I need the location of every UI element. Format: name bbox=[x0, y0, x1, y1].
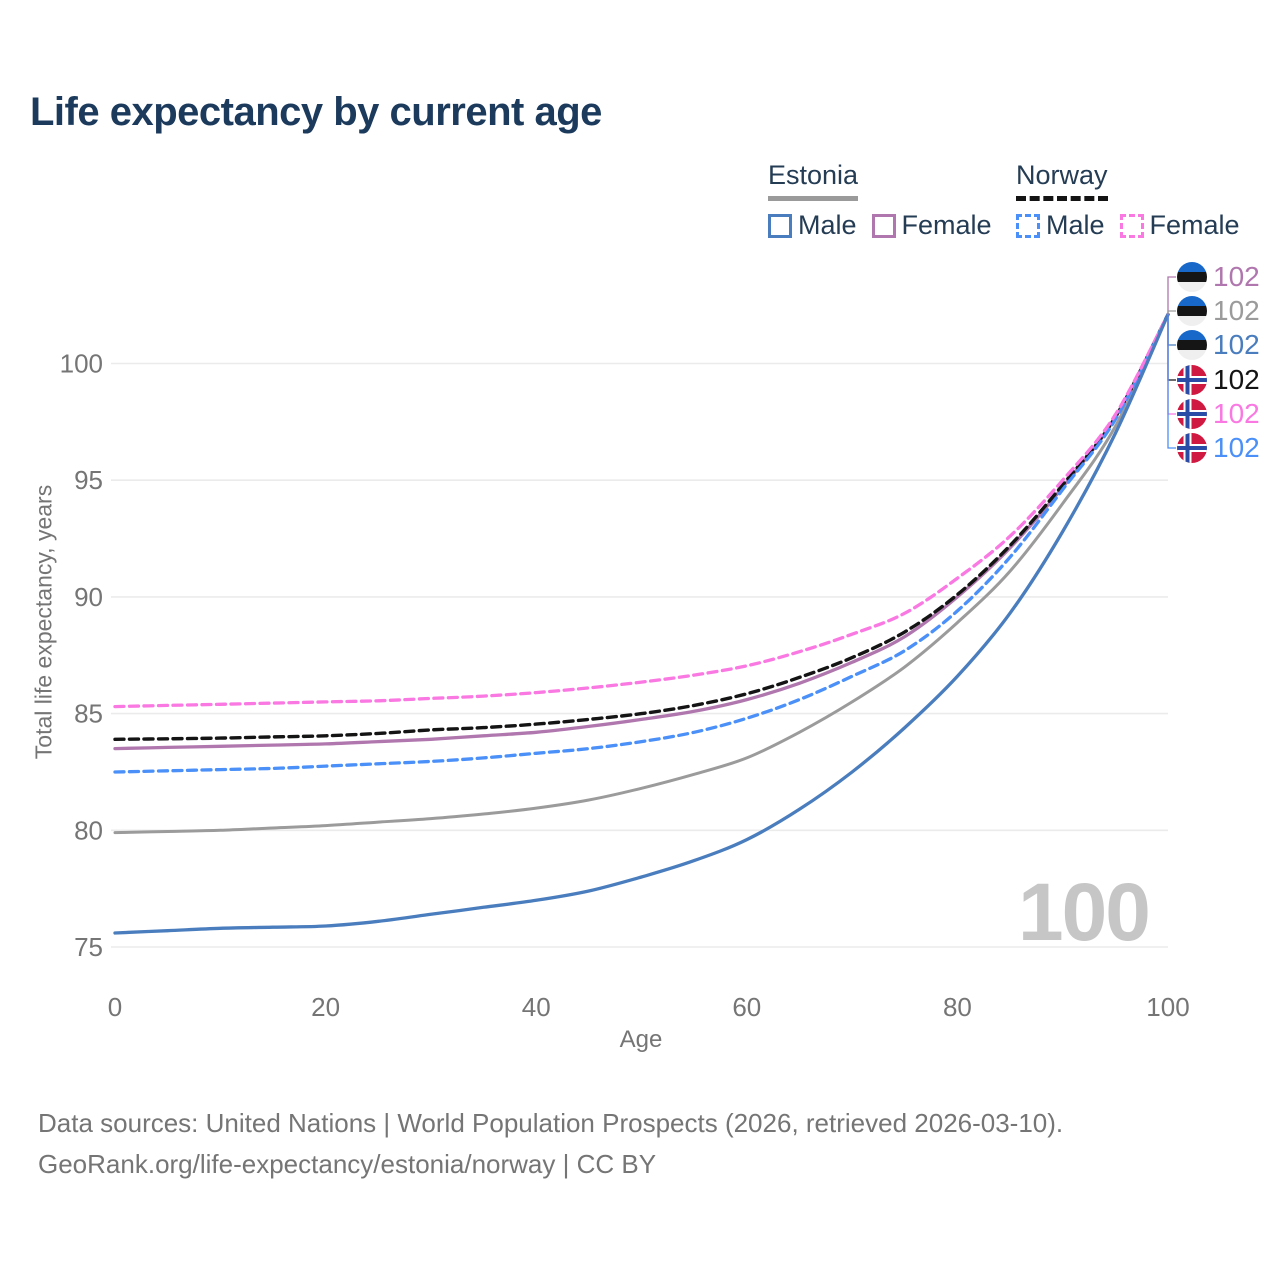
legend-group-estonia: Estonia Male Female bbox=[768, 160, 992, 241]
y-tick-label: 75 bbox=[74, 932, 103, 962]
x-tick-label: 60 bbox=[732, 992, 761, 1022]
legend-item-estonia-male[interactable]: Male bbox=[768, 210, 857, 241]
estonia-flag-icon bbox=[1177, 296, 1207, 326]
end-label-connector bbox=[1167, 314, 1176, 346]
y-tick-label: 80 bbox=[74, 815, 103, 845]
legend-item-label: Female bbox=[901, 210, 992, 240]
end-label-connector bbox=[1167, 314, 1176, 381]
series-norway-female[interactable] bbox=[113, 312, 1170, 709]
attribution-line: GeoRank.org/life-expectancy/estonia/norw… bbox=[38, 1149, 657, 1179]
y-tick-label: 95 bbox=[74, 465, 103, 495]
series-norway-male[interactable] bbox=[113, 312, 1170, 774]
end-value-label: 102 bbox=[1213, 329, 1260, 360]
norway-flag-icon bbox=[1177, 433, 1207, 463]
page-title: Life expectancy by current age bbox=[30, 90, 602, 134]
legend-item-label: Male bbox=[1046, 210, 1105, 240]
end-value-label: 102 bbox=[1213, 261, 1260, 292]
end-value-label: 102 bbox=[1213, 295, 1260, 326]
x-tick-label: 80 bbox=[943, 992, 972, 1022]
estonia-female-swatch-icon bbox=[871, 213, 896, 238]
end-label-connector bbox=[1167, 276, 1176, 315]
norway-male-swatch-icon bbox=[1016, 213, 1040, 238]
footer: Data sources: United Nations | World Pop… bbox=[38, 1103, 1063, 1185]
estonia-flag-icon bbox=[1177, 330, 1207, 360]
x-tick-label: 20 bbox=[311, 992, 340, 1022]
legend-item-label: Male bbox=[798, 210, 857, 240]
x-axis-title: Age bbox=[619, 1026, 663, 1053]
series-norway-total[interactable] bbox=[113, 312, 1170, 741]
x-tick-label: 40 bbox=[522, 992, 551, 1022]
legend-items-norway: Male Female bbox=[1016, 210, 1240, 241]
x-tick-label: 100 bbox=[1146, 992, 1189, 1022]
end-value-label: 102 bbox=[1213, 364, 1260, 395]
legend-items-estonia: Male Female bbox=[768, 210, 992, 241]
legend-country-norway[interactable]: Norway bbox=[1016, 160, 1108, 201]
legend-country-estonia[interactable]: Estonia bbox=[768, 160, 859, 201]
legend-item-norway-female[interactable]: Female bbox=[1119, 210, 1240, 241]
end-value-label: 102 bbox=[1213, 398, 1260, 429]
y-tick-label: 85 bbox=[74, 699, 103, 729]
estonia-flag-icon bbox=[1177, 262, 1207, 292]
series-estonia-total[interactable] bbox=[113, 313, 1170, 835]
legend-group-norway: Norway Male Female bbox=[1016, 160, 1240, 241]
end-label-connector bbox=[1167, 310, 1176, 315]
norway-female-swatch-icon bbox=[1119, 213, 1144, 238]
end-value-label: 102 bbox=[1213, 432, 1260, 463]
x-tick-label: 0 bbox=[108, 992, 122, 1022]
end-label-connector bbox=[1167, 314, 1176, 449]
norway-flag-icon bbox=[1177, 399, 1207, 429]
series-estonia-male[interactable] bbox=[113, 312, 1170, 935]
data-sources-line: Data sources: United Nations | World Pop… bbox=[38, 1108, 1064, 1138]
estonia-male-swatch-icon bbox=[768, 213, 792, 238]
end-label-connector bbox=[1167, 314, 1176, 415]
legend-item-estonia-female[interactable]: Female bbox=[871, 210, 992, 241]
y-tick-label: 100 bbox=[60, 349, 103, 379]
norway-flag-icon bbox=[1177, 365, 1207, 395]
y-tick-label: 90 bbox=[74, 582, 103, 612]
y-axis-title: Total life expectancy, years bbox=[30, 484, 57, 760]
legend-item-norway-male[interactable]: Male bbox=[1016, 210, 1105, 241]
watermark-age-label: 100 bbox=[1018, 867, 1151, 958]
legend-item-label: Female bbox=[1149, 210, 1240, 240]
